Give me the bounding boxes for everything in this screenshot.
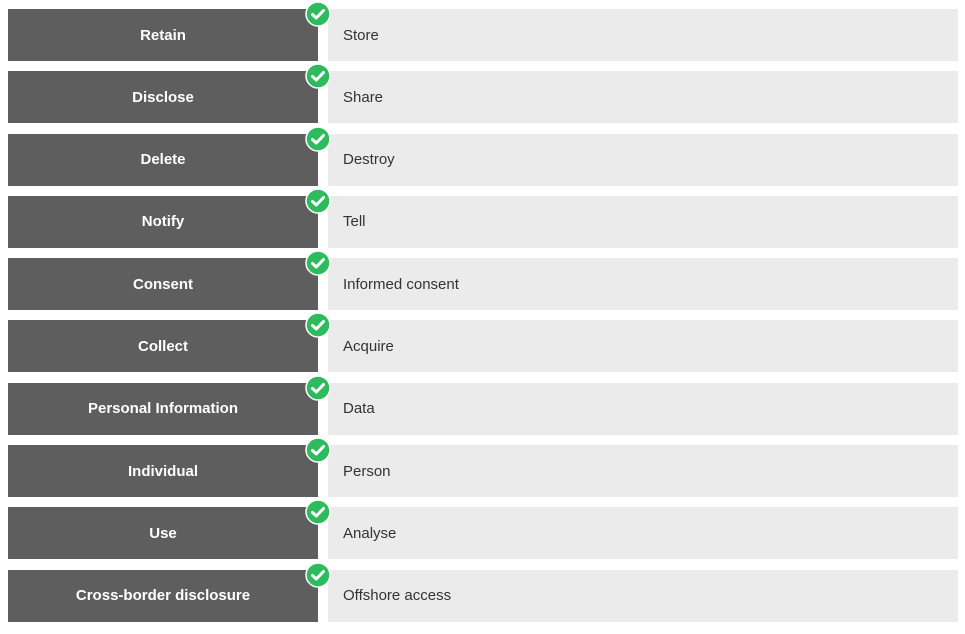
match-row-collect: Collect Acquire xyxy=(8,312,958,373)
term-item[interactable]: Personal Information xyxy=(8,382,318,435)
match-row-individual: Individual Person xyxy=(8,437,958,498)
match-row-cross-border-disclosure: Cross-border disclosure Offshore access xyxy=(8,561,958,622)
match-item[interactable]: Share xyxy=(328,71,958,124)
term-item[interactable]: Use xyxy=(8,507,318,560)
term-item[interactable]: Disclose xyxy=(8,71,318,124)
term-item[interactable]: Collect xyxy=(8,320,318,373)
check-circle-icon xyxy=(305,499,331,526)
term-item[interactable]: Individual xyxy=(8,445,318,498)
match-item[interactable]: Acquire xyxy=(328,320,958,373)
check-circle-icon xyxy=(305,250,331,276)
match-item[interactable]: Informed consent xyxy=(328,258,958,311)
matching-list: Retain Store Disclose Share Delete Destr… xyxy=(8,1,958,632)
term-item[interactable]: Delete xyxy=(8,133,318,186)
match-item[interactable]: Data xyxy=(328,382,958,435)
match-row-consent: Consent Informed consent xyxy=(8,250,958,311)
match-item[interactable]: Person xyxy=(328,445,958,498)
match-item[interactable]: Analyse xyxy=(328,507,958,560)
match-row-disclose: Disclose Share xyxy=(8,63,958,124)
check-circle-icon xyxy=(305,561,331,588)
term-item[interactable]: Notify xyxy=(8,195,318,248)
match-row-use: Use Analyse xyxy=(8,499,958,560)
check-circle-icon xyxy=(305,1,331,27)
match-row-delete: Delete Destroy xyxy=(8,125,958,186)
check-circle-icon xyxy=(305,312,331,339)
match-item[interactable]: Offshore access xyxy=(328,569,958,622)
match-item[interactable]: Destroy xyxy=(328,133,958,186)
check-circle-icon xyxy=(305,188,331,214)
term-item[interactable]: Retain xyxy=(8,9,318,61)
term-item[interactable]: Consent xyxy=(8,258,318,311)
term-item[interactable]: Cross-border disclosure xyxy=(8,569,318,622)
match-item[interactable]: Tell xyxy=(328,195,958,248)
match-row-retain: Retain Store xyxy=(8,1,958,61)
match-item[interactable]: Store xyxy=(328,9,958,61)
check-circle-icon xyxy=(305,437,331,463)
check-circle-icon xyxy=(305,125,331,152)
match-row-personal-information: Personal Information Data xyxy=(8,375,958,435)
match-row-notify: Notify Tell xyxy=(8,188,958,248)
check-circle-icon xyxy=(305,375,331,401)
check-circle-icon xyxy=(305,63,331,90)
